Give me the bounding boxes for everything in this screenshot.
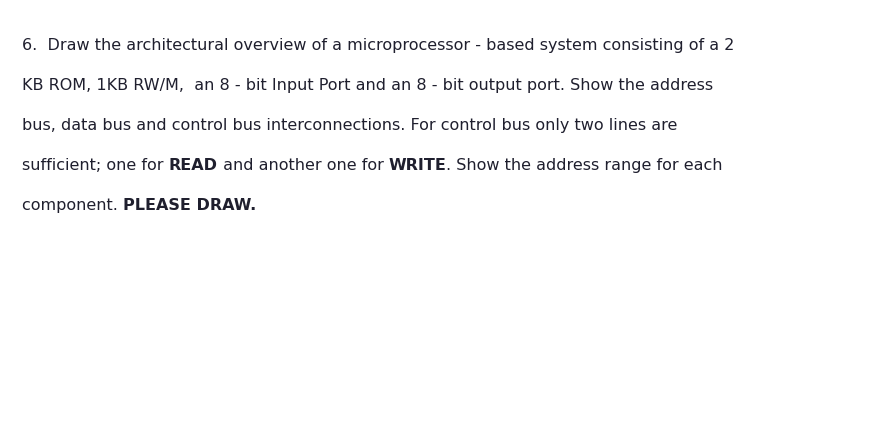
- Text: PLEASE DRAW.: PLEASE DRAW.: [123, 198, 257, 213]
- Text: and another one for: and another one for: [218, 158, 389, 173]
- Text: READ: READ: [169, 158, 218, 173]
- Text: 6.  Draw the architectural overview of a microprocessor - based system consistin: 6. Draw the architectural overview of a …: [22, 38, 734, 53]
- Text: WRITE: WRITE: [389, 158, 447, 173]
- Text: . Show the address range for each: . Show the address range for each: [447, 158, 723, 173]
- Text: bus, data bus and control bus interconnections. For control bus only two lines a: bus, data bus and control bus interconne…: [22, 118, 678, 133]
- Text: sufficient; one for: sufficient; one for: [22, 158, 169, 173]
- Text: component.: component.: [22, 198, 123, 213]
- Text: KB ROM, 1KB RW/M,  an 8 - bit Input Port and an 8 - bit output port. Show the ad: KB ROM, 1KB RW/M, an 8 - bit Input Port …: [22, 78, 713, 93]
